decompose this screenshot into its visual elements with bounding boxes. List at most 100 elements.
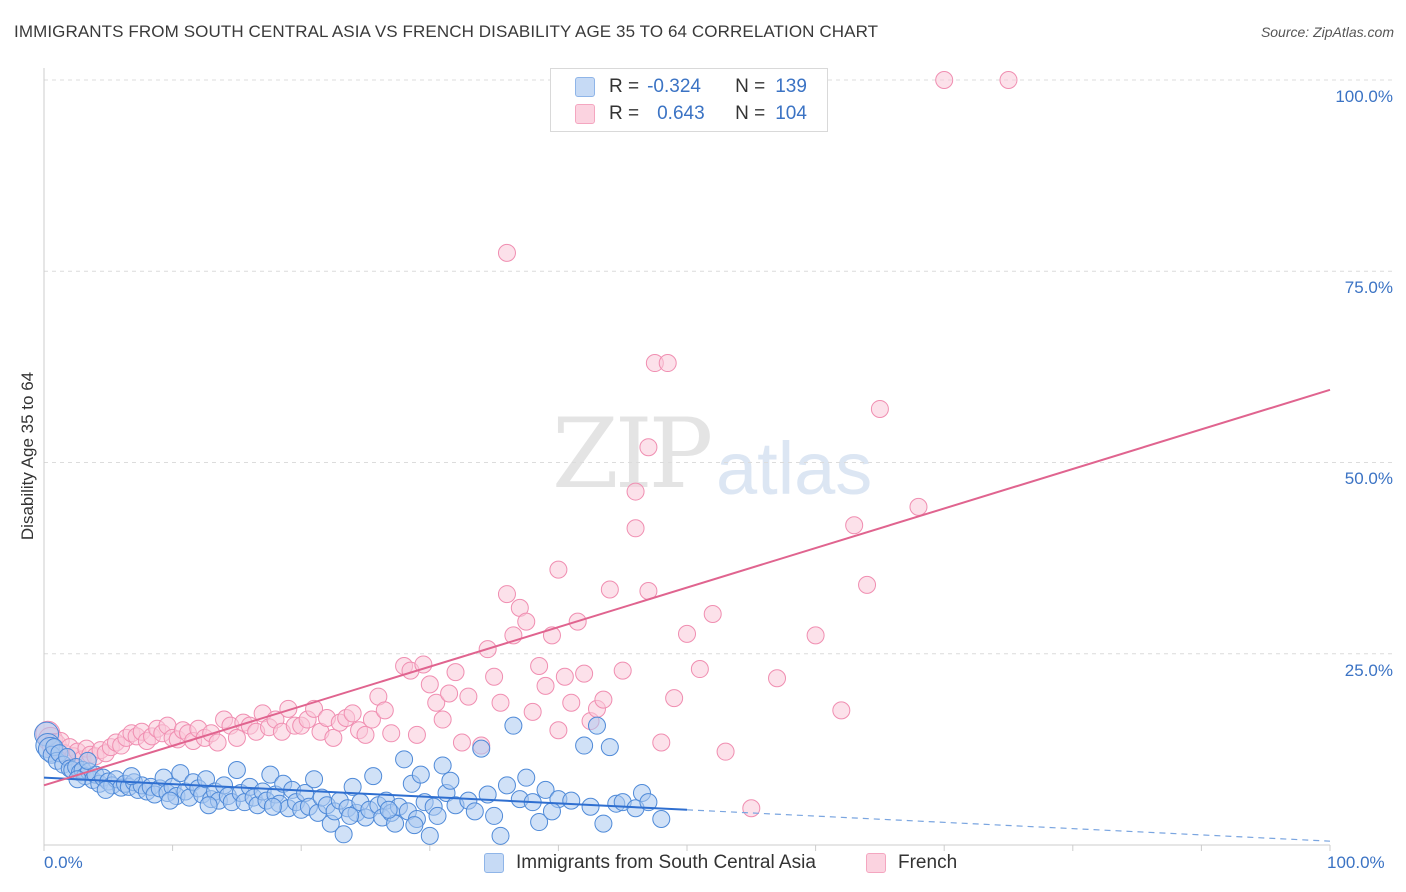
immigrants-point bbox=[485, 806, 504, 825]
immigrants-point bbox=[261, 765, 280, 784]
french-point bbox=[562, 693, 581, 712]
french-point bbox=[362, 710, 381, 729]
french-point bbox=[530, 656, 549, 675]
legend-r-value-pink: 0.643 bbox=[657, 103, 705, 124]
legend-row-pink: R = 0.643 N = 104 bbox=[575, 102, 807, 126]
french-point bbox=[459, 687, 478, 706]
immigrants-point bbox=[263, 797, 282, 816]
legend-n-label: N = bbox=[735, 76, 766, 97]
immigrants-point bbox=[197, 770, 216, 789]
french-point bbox=[407, 725, 426, 744]
immigrants-point bbox=[504, 716, 523, 735]
legend-n-value-blue: 139 bbox=[775, 76, 807, 97]
immigrants-trend-line bbox=[43, 776, 688, 811]
immigrants-point bbox=[171, 764, 190, 783]
correlation-legend: R = -0.324 N = 139 R = 0.643 N = 104 bbox=[550, 68, 828, 132]
french-point bbox=[485, 667, 504, 686]
x-tick-label-100: 100.0% bbox=[1327, 853, 1385, 872]
french-point bbox=[742, 799, 761, 818]
french-point bbox=[626, 482, 645, 501]
french-point bbox=[716, 742, 735, 761]
french-point bbox=[845, 516, 864, 535]
series-legend-immigrants: Immigrants from South Central Asia bbox=[484, 852, 816, 874]
immigrants-point bbox=[441, 771, 460, 790]
french-point bbox=[832, 701, 851, 720]
watermark-atlas: atlas bbox=[716, 427, 873, 510]
immigrants-point bbox=[343, 777, 362, 796]
french-point bbox=[446, 663, 465, 682]
immigrants-point bbox=[428, 806, 447, 825]
french-point bbox=[768, 669, 787, 688]
french-point bbox=[497, 243, 516, 262]
immigrants-point bbox=[542, 802, 561, 821]
french-point bbox=[356, 725, 375, 744]
french-point bbox=[433, 710, 452, 729]
french-point bbox=[658, 354, 677, 373]
immigrants-point bbox=[420, 826, 439, 845]
series-swatch-blue bbox=[484, 853, 504, 873]
series-name-immigrants: Immigrants from South Central Asia bbox=[516, 852, 816, 873]
french-point bbox=[575, 664, 594, 683]
french-point bbox=[806, 626, 825, 645]
french-point bbox=[555, 667, 574, 686]
french-point bbox=[594, 690, 613, 709]
french-point bbox=[549, 721, 568, 740]
y-tick-label-50: 50.0% bbox=[1344, 469, 1393, 488]
chart-source: Source: ZipAtlas.com bbox=[1260, 24, 1394, 40]
immigrants-point bbox=[227, 761, 246, 780]
immigrants-point bbox=[78, 751, 97, 770]
french-point bbox=[870, 399, 889, 418]
immigrants-trend-extension bbox=[686, 809, 1331, 842]
immigrants-point bbox=[305, 770, 324, 789]
legend-r-label: R = bbox=[609, 76, 640, 97]
legend-swatch-pink bbox=[575, 104, 595, 124]
french-point bbox=[858, 575, 877, 594]
immigrants-point bbox=[341, 806, 360, 825]
french-point bbox=[227, 728, 246, 747]
y-tick-label-100: 100.0% bbox=[1335, 87, 1393, 106]
french-point bbox=[497, 585, 516, 604]
french-point bbox=[678, 624, 696, 643]
y-tick-label-75: 75.0% bbox=[1344, 278, 1393, 297]
french-point bbox=[999, 71, 1018, 89]
french-point bbox=[440, 684, 459, 703]
immigrants-point bbox=[536, 780, 555, 799]
french-point bbox=[452, 733, 471, 752]
immigrants-point bbox=[379, 800, 398, 819]
french-point bbox=[626, 519, 645, 538]
immigrants-point bbox=[334, 825, 353, 844]
french-point bbox=[414, 655, 433, 674]
french-point bbox=[491, 693, 510, 712]
immigrants-point bbox=[96, 780, 115, 799]
french-point bbox=[382, 724, 401, 743]
immigrants-point bbox=[364, 767, 383, 786]
chart-title: IMMIGRANTS FROM SOUTH CENTRAL ASIA VS FR… bbox=[14, 22, 879, 41]
immigrants-point bbox=[122, 767, 141, 786]
french-points bbox=[35, 71, 1018, 818]
immigrants-point bbox=[530, 813, 549, 832]
french-point bbox=[420, 675, 439, 694]
immigrants-point bbox=[472, 739, 491, 758]
immigrants-point bbox=[587, 716, 606, 735]
legend-n-label: N = bbox=[735, 103, 766, 124]
legend-r-value-blue: -0.324 bbox=[647, 76, 701, 97]
immigrants-point bbox=[405, 816, 424, 835]
immigrants-point bbox=[491, 826, 510, 845]
french-point bbox=[639, 438, 658, 457]
series-swatch-pink bbox=[866, 853, 886, 873]
immigrants-point bbox=[562, 791, 581, 810]
french-point bbox=[343, 704, 362, 723]
grid-lines bbox=[44, 79, 1392, 655]
x-tick-label-0: 0.0% bbox=[44, 853, 83, 872]
series-name-french: French bbox=[898, 852, 958, 873]
immigrants-point bbox=[411, 765, 430, 784]
immigrants-point bbox=[639, 793, 658, 812]
legend-swatch-blue bbox=[575, 77, 595, 97]
french-point bbox=[523, 702, 542, 721]
french-point bbox=[613, 661, 632, 680]
legend-row-blue: R = -0.324 N = 139 bbox=[575, 75, 807, 99]
french-point bbox=[909, 497, 928, 516]
french-point bbox=[665, 689, 684, 708]
y-tick-label-25: 25.0% bbox=[1344, 661, 1393, 680]
